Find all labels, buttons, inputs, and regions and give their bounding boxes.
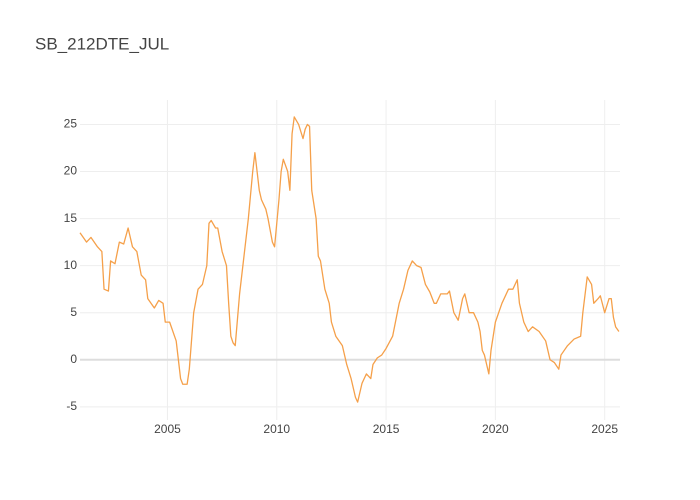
x-tick-label: 2015 (373, 422, 400, 436)
y-tick-label: -5 (66, 399, 77, 413)
x-tick-label: 2005 (154, 422, 181, 436)
x-tick-label: 2010 (263, 422, 290, 436)
y-tick-label: 15 (64, 211, 78, 225)
y-tick-label: 20 (64, 164, 78, 178)
y-tick-label: 10 (64, 258, 78, 272)
y-tick-label: 0 (70, 352, 77, 366)
x-tick-label: 2020 (482, 422, 509, 436)
data-line (79, 116, 620, 403)
y-tick-label: 25 (64, 117, 78, 131)
x-tick-label: 2025 (591, 422, 618, 436)
y-tick-label: 5 (70, 305, 77, 319)
chart-title: SB_212DTE_JUL (35, 34, 169, 53)
